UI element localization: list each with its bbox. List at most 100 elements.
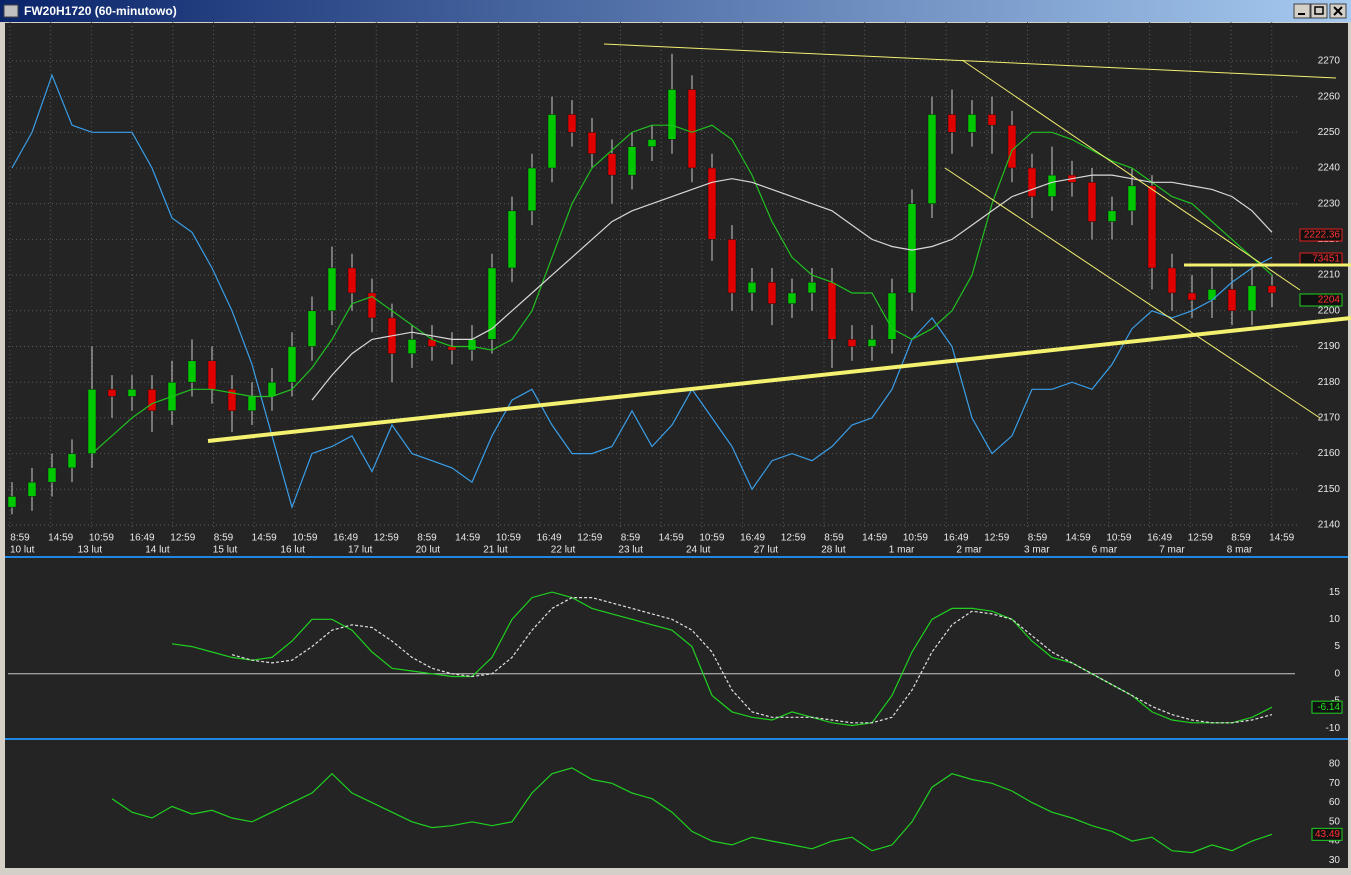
- candle-body: [327, 267, 337, 312]
- candle-body: [567, 114, 577, 133]
- window-title: FW20H1720 (60-minutowo): [24, 4, 177, 18]
- time-label: 10:59: [292, 533, 317, 544]
- indicator-line: [91, 124, 1273, 455]
- candle-body: [547, 114, 557, 169]
- candle-body: [1087, 182, 1097, 222]
- candle-body: [767, 281, 777, 304]
- candle-body: [67, 453, 77, 469]
- candle-body: [607, 153, 617, 176]
- y-tick-label: 80: [1329, 759, 1341, 770]
- candle-body: [1267, 285, 1277, 294]
- candle-body: [7, 496, 17, 508]
- price-tag: 73451: [1312, 254, 1340, 265]
- candle-body: [587, 132, 597, 154]
- time-label: 14:59: [252, 533, 277, 544]
- last-value-label: 43.49: [1315, 829, 1340, 840]
- y-tick-label: 2160: [1318, 448, 1341, 459]
- candle-body: [947, 114, 957, 133]
- date-label: 6 mar: [1092, 545, 1118, 556]
- y-tick-label: 2260: [1318, 91, 1341, 102]
- candle-body: [667, 89, 677, 140]
- y-tick-label: 2240: [1318, 163, 1341, 174]
- trend-line: [603, 43, 1337, 79]
- y-tick-label: -10: [1326, 723, 1341, 734]
- time-label: 12:59: [984, 533, 1009, 544]
- time-label: 10:59: [1106, 533, 1131, 544]
- candle-body: [1227, 289, 1237, 312]
- candle-body: [1107, 210, 1117, 222]
- candle-body: [807, 281, 817, 294]
- indicator-line: [231, 597, 1273, 724]
- time-label: 12:59: [1188, 533, 1213, 544]
- time-label: 16:49: [944, 533, 969, 544]
- candle-body: [1187, 292, 1197, 301]
- y-tick-label: 2190: [1318, 341, 1341, 352]
- candle-body: [367, 292, 377, 319]
- candle-body: [787, 292, 797, 304]
- time-label: 14:59: [48, 533, 73, 544]
- candle-body: [687, 89, 697, 169]
- candle-body: [927, 114, 937, 204]
- date-label: 20 lut: [416, 545, 441, 556]
- y-tick-label: 2150: [1318, 484, 1341, 495]
- time-label: 16:49: [537, 533, 562, 544]
- candle-body: [1127, 185, 1137, 212]
- maximize-button[interactable]: [1310, 3, 1328, 19]
- time-label: 8:59: [824, 533, 844, 544]
- indicator-line: [311, 174, 1273, 401]
- time-label: 14:59: [862, 533, 887, 544]
- y-tick-label: 15: [1329, 587, 1341, 598]
- y-tick-label: 30: [1329, 855, 1341, 866]
- y-tick-label: 2210: [1318, 270, 1341, 281]
- last-value-box: [1311, 827, 1343, 841]
- candle-body: [827, 281, 837, 340]
- y-tick-label: 2180: [1318, 377, 1341, 388]
- time-label: 10:59: [89, 533, 114, 544]
- candle-body: [627, 146, 637, 176]
- time-label: 8:59: [417, 533, 437, 544]
- date-label: 2 mar: [956, 545, 982, 556]
- candle-body: [47, 467, 57, 483]
- minimize-button[interactable]: [1293, 3, 1311, 19]
- candle-body: [27, 481, 37, 497]
- candle-body: [887, 292, 897, 340]
- time-label: 12:59: [170, 533, 195, 544]
- date-label: 1 mar: [889, 545, 915, 556]
- candle-body: [247, 396, 257, 412]
- date-label: 3 mar: [1024, 545, 1050, 556]
- time-label: 16:49: [333, 533, 358, 544]
- time-label: 8:59: [214, 533, 234, 544]
- candle-body: [847, 339, 857, 347]
- candle-body: [867, 339, 877, 347]
- indicator-line: [11, 73, 1273, 510]
- y-tick-label: 2170: [1318, 413, 1341, 424]
- y-tick-label: 5: [1334, 641, 1340, 652]
- time-label: 14:59: [1269, 533, 1294, 544]
- indicator-line: [111, 767, 1273, 854]
- window-buttons[interactable]: [1293, 3, 1347, 19]
- date-label: 10 lut: [10, 545, 35, 556]
- chart-area: [5, 23, 1348, 868]
- y-tick-label: 2270: [1318, 56, 1341, 67]
- time-label: 14:59: [659, 533, 684, 544]
- price-tag: 2222.36: [1304, 230, 1341, 241]
- date-label: 21 lut: [483, 545, 508, 556]
- trend-line: [944, 167, 1321, 419]
- date-label: 13 lut: [78, 545, 103, 556]
- candle-body: [1007, 124, 1017, 169]
- y-tick-label: 2140: [1318, 520, 1341, 531]
- candle-body: [1207, 289, 1217, 301]
- time-label: 8:59: [10, 533, 30, 544]
- y-tick-label: 10: [1329, 614, 1341, 625]
- time-label: 10:59: [496, 533, 521, 544]
- date-label: 28 lut: [821, 545, 846, 556]
- candle-body: [107, 389, 117, 397]
- time-label: 8:59: [621, 533, 641, 544]
- candle-body: [907, 203, 917, 294]
- candle-body: [467, 339, 477, 351]
- candle-body: [347, 267, 357, 294]
- time-label: 10:59: [699, 533, 724, 544]
- candle-body: [987, 114, 997, 126]
